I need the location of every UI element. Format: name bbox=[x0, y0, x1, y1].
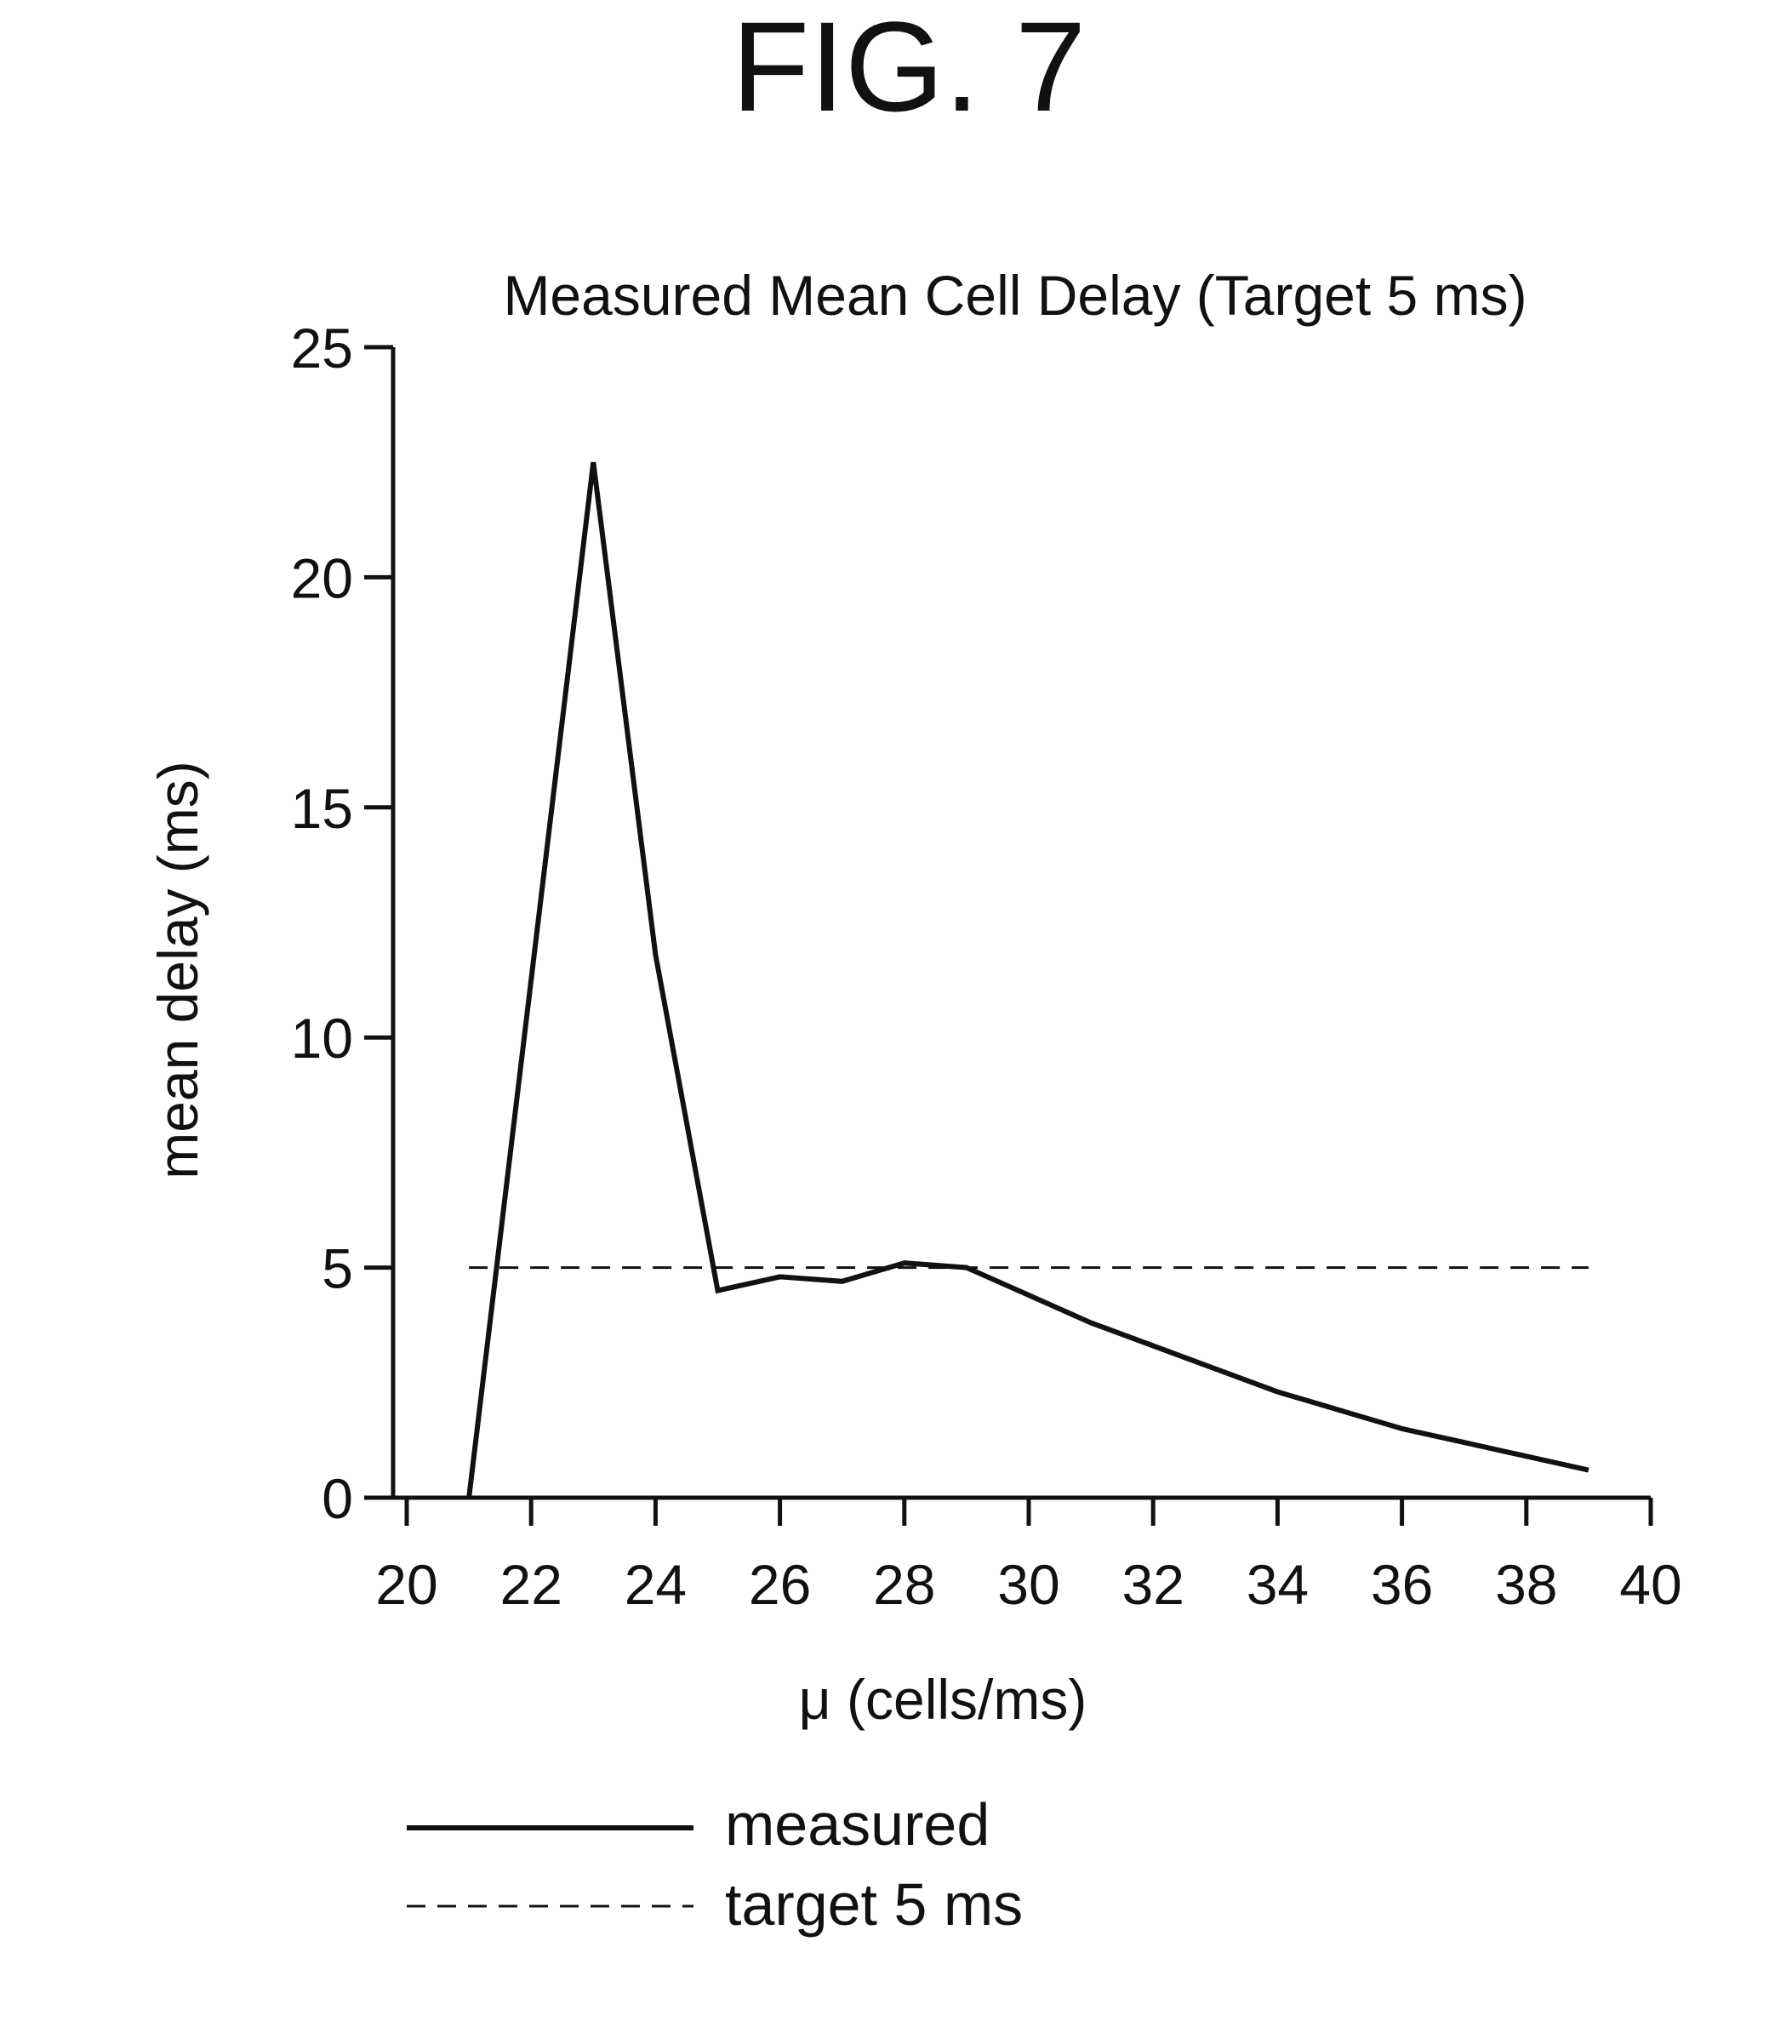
chart-title: Measured Mean Cell Delay (Target 5 ms) bbox=[503, 264, 1527, 327]
x-tick-label: 40 bbox=[1619, 1553, 1681, 1616]
x-tick-label: 20 bbox=[375, 1553, 437, 1616]
x-tick-label: 34 bbox=[1247, 1553, 1309, 1616]
legend: measured target 5 ms bbox=[407, 1791, 1023, 1938]
figure-label: FIG. 7 bbox=[732, 0, 1087, 138]
measured-line bbox=[466, 461, 1589, 1499]
x-tick-label: 24 bbox=[625, 1553, 687, 1616]
x-axis-label: μ (cells/ms) bbox=[799, 1668, 1087, 1731]
y-tick-label: 15 bbox=[291, 777, 353, 840]
x-tick-label: 26 bbox=[749, 1553, 811, 1616]
y-axis-label: mean delay (ms) bbox=[146, 761, 209, 1179]
x-ticks: 20 22 24 26 28 30 32 34 36 38 40 bbox=[375, 1498, 1682, 1616]
y-tick-label: 0 bbox=[322, 1467, 353, 1530]
y-ticks: 0 5 10 15 20 25 bbox=[291, 317, 393, 1530]
x-tick-label: 30 bbox=[997, 1553, 1059, 1616]
series-layer bbox=[466, 461, 1589, 1499]
x-tick-label: 28 bbox=[873, 1553, 935, 1616]
y-tick-label: 5 bbox=[322, 1237, 353, 1300]
axes bbox=[391, 347, 1651, 1500]
x-tick-label: 36 bbox=[1371, 1553, 1433, 1616]
y-tick-label: 10 bbox=[291, 1007, 353, 1070]
x-tick-label: 38 bbox=[1495, 1553, 1557, 1616]
x-tick-label: 32 bbox=[1121, 1553, 1184, 1616]
x-tick-label: 22 bbox=[499, 1553, 562, 1616]
legend-label-target: target 5 ms bbox=[725, 1871, 1023, 1938]
y-tick-label: 20 bbox=[291, 546, 353, 609]
y-tick-label: 25 bbox=[291, 317, 353, 380]
legend-label-measured: measured bbox=[725, 1791, 990, 1858]
